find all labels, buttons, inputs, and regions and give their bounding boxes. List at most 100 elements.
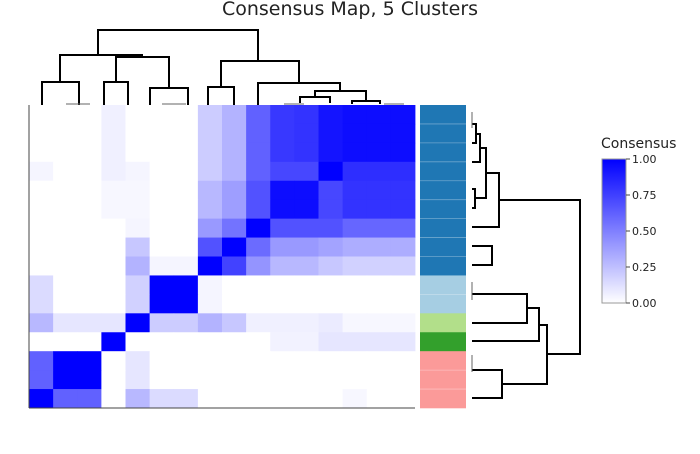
right-dendrogram-link	[472, 307, 540, 342]
heatmap-cell	[101, 237, 126, 257]
heatmap-cell	[222, 275, 247, 295]
heatmap-cell	[149, 142, 175, 163]
heatmap-cell	[222, 180, 247, 201]
heatmap-cell	[77, 180, 102, 201]
heatmap-cell	[197, 389, 223, 409]
heatmap-cell	[77, 142, 102, 163]
heatmap-cell	[294, 142, 319, 163]
heatmap-cell	[270, 370, 295, 390]
heatmap-cell	[101, 389, 126, 409]
heatmap-cell	[270, 142, 295, 163]
heatmap-cell	[173, 105, 199, 125]
heatmap-cell	[125, 142, 151, 163]
heatmap-cell	[294, 199, 319, 220]
heatmap-cell	[246, 389, 271, 409]
heatmap-cell	[197, 294, 223, 314]
heatmap-cell	[294, 313, 319, 333]
heatmap-cell	[390, 389, 416, 409]
heatmap-cell	[101, 123, 126, 144]
heatmap-cell	[53, 351, 78, 371]
heatmap-cell	[294, 370, 319, 390]
heatmap-cell	[246, 161, 271, 182]
heatmap-cell	[222, 123, 247, 144]
heatmap-cell	[173, 370, 199, 390]
heatmap-cell	[390, 123, 416, 144]
heatmap-cell	[366, 256, 392, 276]
heatmap-cell	[342, 256, 368, 276]
heatmap-cell	[270, 105, 295, 125]
heatmap-cell	[197, 332, 223, 352]
heatmap-cell	[222, 218, 247, 238]
heatmap-cell	[366, 351, 392, 371]
heatmap-cell	[222, 199, 247, 220]
heatmap-cell	[125, 161, 151, 182]
heatmap-cell	[246, 105, 271, 125]
heatmap-cell	[29, 389, 54, 409]
right-dendrogram-link	[472, 123, 477, 144]
heatmap-cell	[149, 199, 175, 220]
right-dendrogram-link	[472, 245, 493, 266]
heatmap-cell	[270, 237, 295, 257]
heatmap-cell	[29, 332, 54, 352]
heatmap-cell	[366, 105, 392, 125]
heatmap-cell	[390, 218, 416, 238]
cluster-assignment-cell	[420, 142, 466, 163]
heatmap-cell	[149, 105, 175, 125]
colorbar-tick-label: 0.75	[632, 189, 657, 202]
heatmap-cell	[246, 275, 271, 295]
heatmap-cell	[390, 313, 416, 333]
top-dendrogram-link	[207, 86, 235, 105]
heatmap-cell	[390, 275, 416, 295]
heatmap-cell	[53, 218, 78, 238]
heatmap-cell	[390, 142, 416, 163]
heatmap-cell	[77, 237, 102, 257]
top-dendrogram-link	[351, 100, 381, 104]
right-dendrogram-link	[472, 293, 528, 324]
heatmap-cell	[294, 294, 319, 314]
colorbar-tick-label: 0.00	[632, 297, 657, 310]
heatmap-cell	[318, 294, 344, 314]
cluster-assignment-cell	[420, 123, 466, 144]
heatmap-cell	[197, 237, 223, 257]
heatmap-cell	[197, 161, 223, 182]
heatmap-cell	[342, 313, 368, 333]
heatmap-cell	[197, 370, 223, 390]
heatmap-cell	[294, 389, 319, 409]
heatmap-cell	[390, 370, 416, 390]
heatmap-cell	[53, 161, 78, 182]
heatmap-cell	[342, 275, 368, 295]
heatmap-cell	[342, 351, 368, 371]
heatmap-cell	[77, 105, 102, 125]
heatmap	[29, 105, 416, 409]
heatmap-cell	[342, 389, 368, 409]
heatmap-cell	[342, 105, 368, 125]
heatmap-cell	[390, 351, 416, 371]
heatmap-cell	[125, 332, 151, 352]
heatmap-cell	[29, 256, 54, 276]
top-dendrogram-link	[149, 87, 189, 105]
heatmap-cell	[318, 370, 344, 390]
heatmap-cell	[77, 218, 102, 238]
heatmap-cell	[270, 218, 295, 238]
heatmap-cell	[101, 199, 126, 220]
heatmap-cell	[29, 142, 54, 163]
heatmap-cell	[125, 123, 151, 144]
heatmap-cell	[77, 256, 102, 276]
top-dendrogram-link	[41, 81, 80, 105]
heatmap-cell	[270, 294, 295, 314]
heatmap-cell	[366, 161, 392, 182]
top-dendrogram-link	[220, 60, 300, 87]
heatmap-cell	[29, 370, 54, 390]
heatmap-cell	[270, 256, 295, 276]
top-dendrogram-link	[115, 56, 170, 88]
heatmap-cell	[366, 370, 392, 390]
heatmap-cell	[101, 161, 126, 182]
heatmap-cell	[77, 313, 102, 333]
heatmap-cell	[149, 313, 175, 333]
heatmap-cell	[149, 370, 175, 390]
heatmap-cell	[173, 275, 199, 295]
cluster-assignment-cell	[420, 370, 466, 390]
heatmap-cell	[318, 275, 344, 295]
heatmap-cell	[197, 105, 223, 125]
heatmap-cell	[197, 313, 223, 333]
